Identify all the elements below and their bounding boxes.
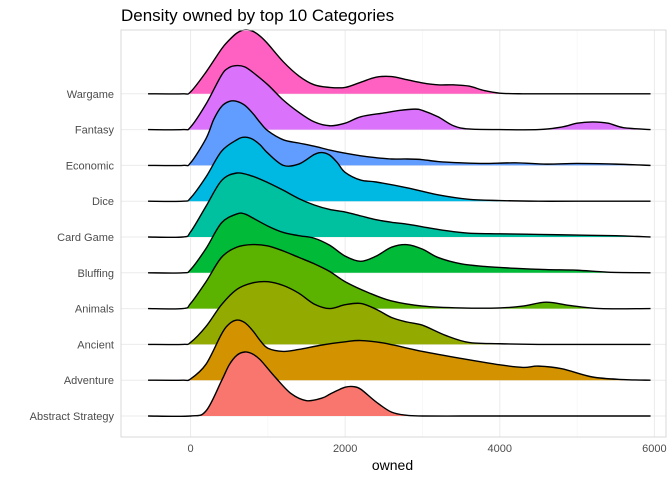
ridges: [148, 29, 651, 418]
ridge-line-ancient: [148, 280, 651, 346]
ridge-fill-ancient: [148, 281, 651, 345]
y-tick-label: Bluffing: [78, 268, 115, 280]
x-tick-label: 0: [188, 443, 194, 455]
ridge-line-economic: [148, 100, 651, 167]
y-tick-label: Wargame: [67, 89, 114, 101]
y-tick-label: Fantasy: [75, 125, 115, 137]
ridge-fill-abstract-strategy: [148, 351, 651, 417]
ridge-fill-economic: [148, 100, 651, 166]
y-tick-label: Card Game: [57, 232, 114, 244]
ridge-line-dice: [148, 136, 651, 203]
ridge-line-adventure: [148, 319, 651, 382]
ridge-line-animals: [148, 243, 651, 310]
y-tick-label: Adventure: [64, 375, 114, 387]
y-axis-labels: Abstract Strategy Adventure Ancient Animals…: [30, 89, 115, 423]
panel-border: [120, 29, 667, 438]
x-tick-label: 2000: [333, 443, 357, 455]
ridge-fill-fantasy: [148, 65, 651, 130]
ridge-fill-wargame: [148, 29, 651, 95]
ridge-line-abstract-strategy: [148, 351, 651, 418]
ridge-fill-card-game: [148, 172, 651, 238]
ridge-line-wargame: [148, 29, 651, 95]
ridge-line-fantasy: [148, 64, 651, 131]
x-tick-label: 4000: [488, 443, 512, 455]
ridge-line-bluffing: [148, 212, 651, 274]
y-tick-label: Ancient: [77, 339, 114, 351]
y-tick-label: Abstract Strategy: [30, 411, 115, 423]
x-axis-labels: 0 2000 4000 6000: [188, 443, 667, 455]
x-tick-label: 6000: [642, 443, 666, 455]
ridge-fill-adventure: [148, 320, 651, 381]
chart-title: Density owned by top 10 Categories: [121, 6, 394, 25]
y-tick-label: Economic: [66, 160, 115, 172]
x-axis-title: owned: [372, 457, 413, 473]
ridge-line-card-game: [148, 172, 651, 239]
y-tick-label: Animals: [75, 304, 115, 316]
y-tick-label: Dice: [92, 196, 114, 208]
